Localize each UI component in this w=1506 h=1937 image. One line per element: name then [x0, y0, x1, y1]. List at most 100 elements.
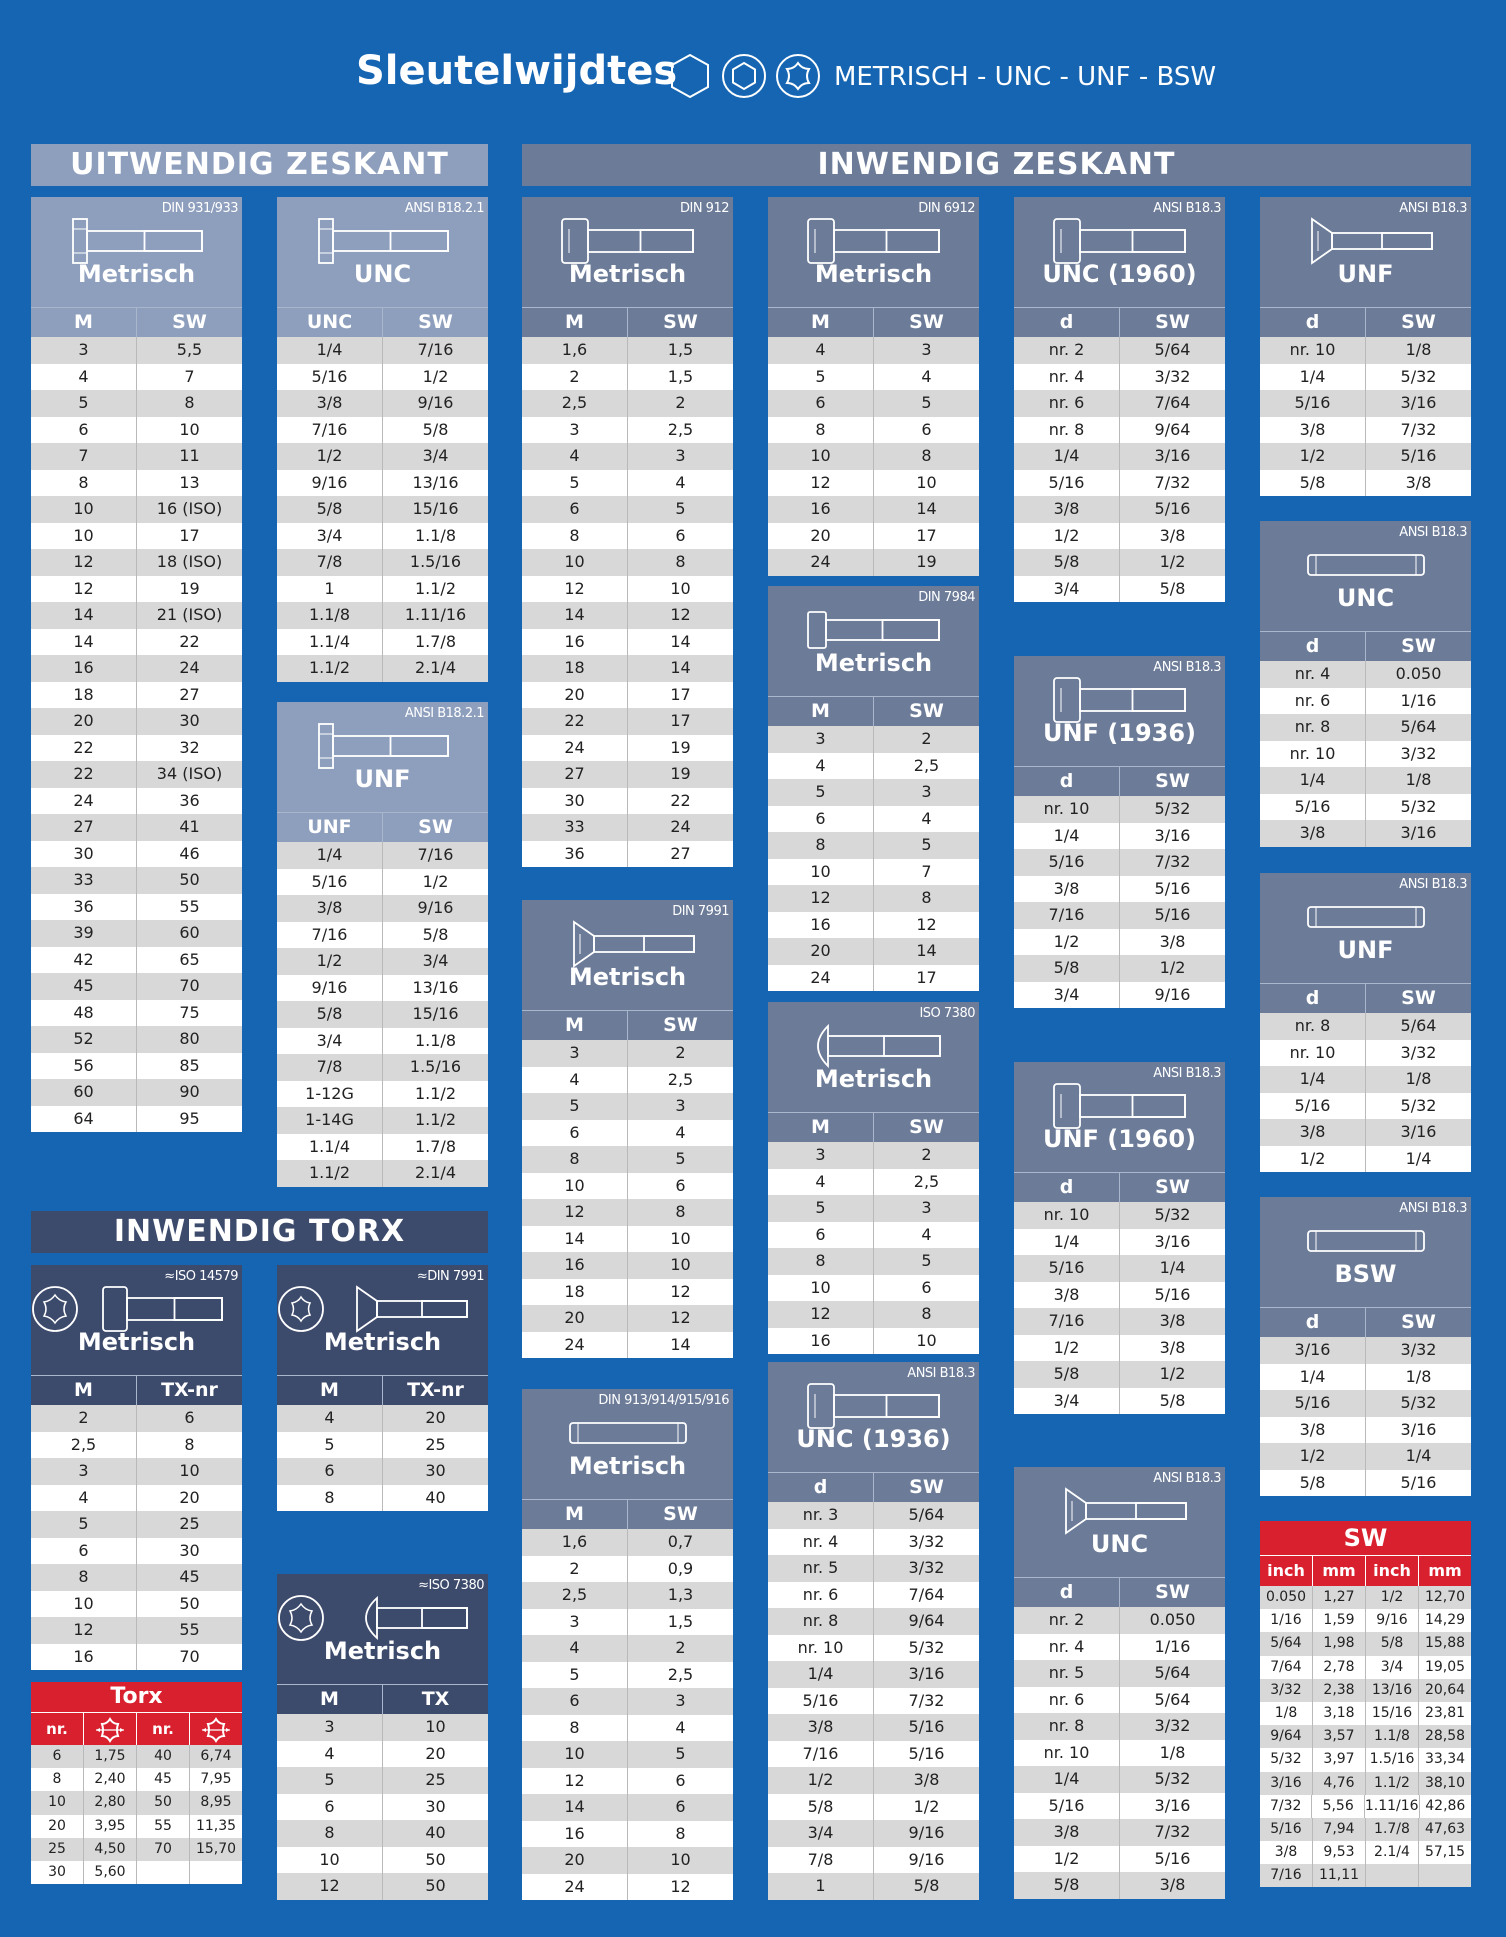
table-row: nr. 8 9/64	[768, 1608, 979, 1635]
table-cell: 45	[137, 1768, 190, 1792]
table-row: 12 8	[768, 885, 979, 912]
table-row: 12 50	[277, 1873, 488, 1900]
table-row: nr. 8 9/64	[1014, 416, 1225, 443]
table-row: 7/16 5/8	[277, 921, 488, 948]
table-cell: 1-14G	[277, 1107, 383, 1134]
table-row: 10 50	[31, 1590, 242, 1617]
table-row: 16 12	[768, 911, 979, 938]
table-row: 4 20	[31, 1484, 242, 1511]
table-cell: 14,29	[1424, 1612, 1466, 1629]
table-cell: 40	[137, 1745, 190, 1769]
table-cell: 7/32	[1154, 472, 1191, 492]
column-header: d	[1014, 1173, 1120, 1202]
table-row: 5/8 1/2	[1014, 1361, 1225, 1388]
hexbolt-icon	[72, 218, 203, 264]
table-cell: 1,6	[522, 1529, 628, 1556]
table-cell: 5/32	[1400, 366, 1437, 386]
table-cell: 30	[522, 787, 628, 814]
table-row: 1.1/8 1.11/16	[277, 602, 488, 629]
table-cell: 3/8	[1014, 1281, 1120, 1308]
table-cell: 30	[31, 1860, 84, 1885]
table-cell: 16	[31, 655, 137, 682]
table-cell: 5/8	[1014, 549, 1120, 576]
table-cell: 5/16	[1014, 849, 1120, 876]
table-row: 10 16 (ISO)	[31, 496, 242, 523]
table-row: 3 2,5	[522, 416, 733, 443]
table-cell: 2	[675, 1043, 686, 1062]
table-row: 39 60	[31, 920, 242, 947]
table-cell: 2	[522, 1555, 628, 1582]
table-cell: 80	[179, 1029, 200, 1048]
table-cell: nr. 8	[1260, 714, 1366, 741]
table-cell: 24	[31, 787, 137, 814]
table-row: nr. 2 5/64	[1014, 337, 1225, 364]
table-cell: 6	[675, 1175, 686, 1195]
table-row: 1/2 3/4	[277, 948, 488, 975]
table-row: 3/8 3/16	[1260, 820, 1471, 847]
table-title: UNC (1960)	[1042, 260, 1197, 288]
column-header: TX	[421, 1688, 450, 1710]
column-header: SW	[1401, 635, 1436, 657]
table-cell: 1/2	[1366, 1586, 1419, 1610]
column-header: d	[1014, 308, 1120, 337]
column-header: d	[1260, 984, 1366, 1013]
table-cell: 14	[916, 499, 937, 518]
table-cell: 27	[670, 843, 691, 863]
table-row: 33 24	[522, 814, 733, 841]
table-row: 7/16 5/8	[277, 416, 488, 443]
table-cell: 9,53	[1313, 1841, 1366, 1865]
table-cell: 8	[768, 1248, 874, 1275]
table-cell: 12	[522, 1767, 628, 1794]
standard-label: DIN 913/914/915/916	[598, 1393, 729, 1408]
table-row: 5/64 1,98 5/8 15,88	[1260, 1632, 1471, 1656]
table-cell: 3	[522, 1040, 628, 1067]
table-row: 3/8 9/16	[277, 390, 488, 417]
table-cell: 5/16	[1260, 1390, 1366, 1417]
column-header: SW	[909, 700, 944, 722]
table-cell: 20	[425, 1408, 446, 1427]
table-row: 3 1,5	[522, 1608, 733, 1635]
table-cell: 3	[277, 1714, 383, 1741]
table-cell: 30	[425, 1796, 446, 1816]
table-row: nr. 5 5/64	[1014, 1660, 1225, 1687]
table-row: nr. 10 3/32	[1260, 1039, 1471, 1066]
torx-ref-rows: 6 1,75 40 6,74 8 2,40 45 7,95 10 2,80 50 8,95 20 3,95…	[31, 1745, 242, 1885]
table-cell: 8	[675, 552, 686, 571]
table-row: 16 14	[522, 628, 733, 655]
table-row: 30 46	[31, 840, 242, 867]
spec-table: ≈ISO 7380 Metrisch M TX 3 10 4 20 5 25 6 30 8 40 10 50 1…	[277, 1574, 488, 1900]
table-cell: 5	[921, 835, 932, 854]
table-cell: 3/8	[1260, 1416, 1366, 1443]
table-cell: 1.11/16	[1365, 1794, 1420, 1818]
table-row: 6 30	[31, 1537, 242, 1564]
table-cell: 6	[31, 1537, 137, 1564]
table-row: 1,6 1,5	[522, 337, 733, 364]
table-cell: 1,59	[1313, 1609, 1366, 1633]
table-cell: 3/32	[1154, 1716, 1191, 1735]
table-header: ≈ISO 7380 Metrisch M TX	[277, 1574, 488, 1714]
table-cell: 23,81	[1424, 1704, 1466, 1721]
table-row: 24 12	[522, 1873, 733, 1900]
table-cell: 17	[670, 711, 691, 730]
table-cell: 4	[522, 443, 628, 470]
table-cell: 11,11	[1313, 1864, 1366, 1888]
table-cell: 5/16	[1260, 793, 1366, 820]
table-row: 10 17	[31, 522, 242, 549]
table-cell: 8	[31, 1768, 84, 1792]
table-cell: 7,94	[1313, 1817, 1366, 1842]
table-cell: 3/8	[1159, 1311, 1186, 1330]
table-cell: 5/16	[1154, 905, 1191, 924]
table-cell: 12	[768, 885, 874, 912]
table-cell: 3/32	[908, 1531, 945, 1551]
table-row: 1,6 0,7	[522, 1529, 733, 1556]
page-subtitle: METRISCH - UNC - UNF - BSW	[834, 62, 1217, 92]
spec-table: DIN 6912 Metrisch M SW 4 3 5 4 6 5 8 6 10 8 12 10 16 14 20…	[768, 197, 979, 576]
table-row: 3/8 5/16	[1014, 496, 1225, 523]
countersunk-icon	[1311, 217, 1433, 265]
table-cell: 19	[670, 764, 691, 783]
